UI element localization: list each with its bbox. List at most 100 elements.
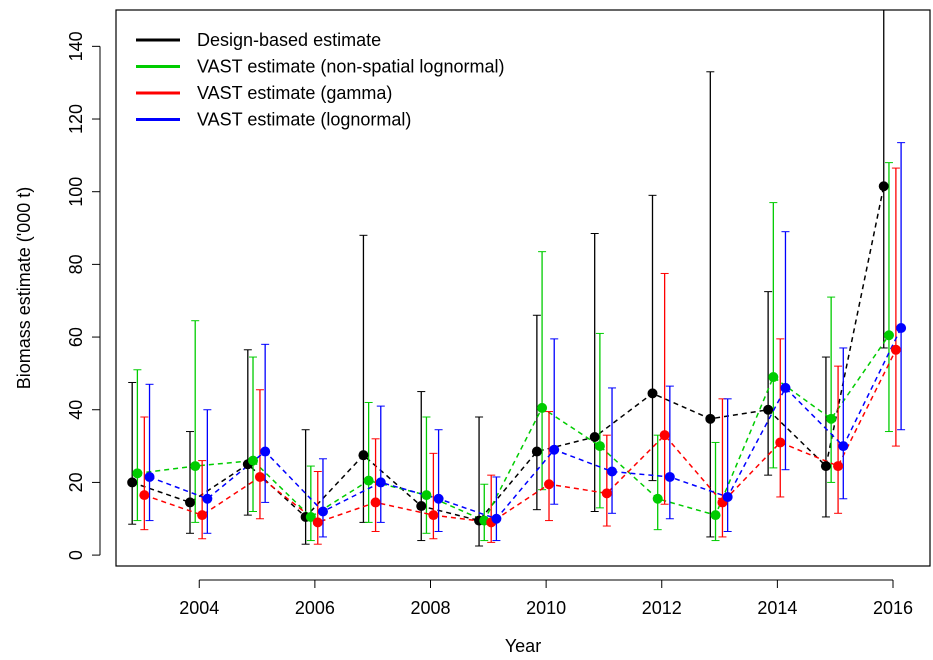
error-bar (480, 483, 489, 542)
error-bar (133, 369, 142, 522)
error-bar (884, 162, 893, 433)
y-tick-label: 20 (66, 472, 86, 492)
legend-label: VAST estimate (non-spatial lognormal) (197, 57, 504, 77)
error-bar (318, 458, 327, 538)
y-tick-label: 120 (66, 104, 86, 134)
series-line (144, 349, 897, 524)
y-tick-label: 80 (66, 254, 86, 274)
point (254, 471, 265, 482)
y-tick-label: 0 (66, 550, 86, 560)
x-tick-label: 2004 (179, 598, 219, 618)
error-bar (839, 347, 848, 500)
x-tick-label: 2012 (642, 598, 682, 618)
error-bar (417, 391, 426, 542)
point (139, 490, 150, 501)
error-bar (550, 338, 559, 505)
point (890, 344, 901, 355)
x-tick-label: 2010 (526, 598, 566, 618)
error-bar (198, 460, 207, 540)
point (416, 501, 427, 512)
point (647, 388, 658, 399)
point (305, 511, 316, 522)
error-bar (660, 272, 669, 505)
y-tick-label: 60 (66, 327, 86, 347)
point (838, 441, 849, 452)
point (248, 455, 259, 466)
error-bar (434, 429, 443, 532)
x-tick-label: 2008 (410, 598, 450, 618)
point (763, 404, 774, 415)
point (144, 471, 155, 482)
point (601, 488, 612, 499)
error-bar (128, 381, 137, 525)
error-bar (261, 343, 270, 503)
error-bar (145, 383, 154, 522)
error-bar (429, 452, 438, 540)
point (358, 450, 369, 461)
point (775, 437, 786, 448)
point (652, 493, 663, 504)
error-bar (776, 338, 785, 498)
error-bar (827, 296, 836, 483)
error-bar (306, 465, 315, 542)
point (883, 330, 894, 341)
point (780, 382, 791, 393)
point (878, 181, 889, 192)
error-bar (191, 320, 200, 523)
error-bar (834, 365, 843, 514)
point (705, 413, 716, 424)
point (185, 497, 195, 508)
point (317, 506, 328, 517)
point (531, 446, 542, 457)
error-bar (711, 441, 720, 542)
error-bar (532, 314, 541, 511)
point (375, 477, 386, 488)
error-bar (475, 416, 484, 547)
point (132, 468, 143, 479)
series-line (149, 327, 902, 520)
point (833, 461, 844, 472)
error-bar (781, 231, 790, 471)
legend-label: Design-based estimate (197, 30, 381, 50)
error-bar (492, 476, 501, 542)
error-bar (595, 332, 604, 509)
error-bar (648, 194, 657, 482)
y-tick-label: 40 (66, 400, 86, 420)
error-bar (243, 349, 252, 516)
error-bar (203, 409, 212, 534)
error-bar (879, 10, 888, 349)
point (370, 497, 381, 508)
point (589, 431, 600, 442)
point (594, 441, 605, 452)
error-bar (186, 431, 194, 534)
plot-area (127, 10, 907, 547)
error-bar (769, 202, 778, 469)
point (202, 493, 213, 504)
error-bar (487, 474, 496, 543)
error-bar (891, 167, 900, 447)
point (260, 446, 271, 457)
error-bar (590, 232, 599, 512)
error-bar (665, 385, 674, 520)
error-bar (706, 71, 715, 538)
point (722, 491, 733, 502)
point (127, 477, 138, 488)
error-bar (313, 471, 322, 545)
error-bar (255, 389, 264, 520)
point (421, 490, 432, 501)
point (190, 461, 201, 472)
error-bar (653, 434, 662, 531)
point (768, 372, 779, 383)
error-bar (301, 429, 310, 545)
error-bar (821, 356, 830, 518)
point (428, 510, 439, 521)
y-axis-label: Biomass estimate ('000 t) (14, 187, 34, 390)
point (659, 430, 670, 441)
point (820, 461, 831, 472)
error-bar (364, 401, 373, 523)
x-tick-label: 2014 (757, 598, 797, 618)
point (607, 466, 618, 477)
x-tick-label: 2006 (295, 598, 335, 618)
point (664, 471, 675, 482)
